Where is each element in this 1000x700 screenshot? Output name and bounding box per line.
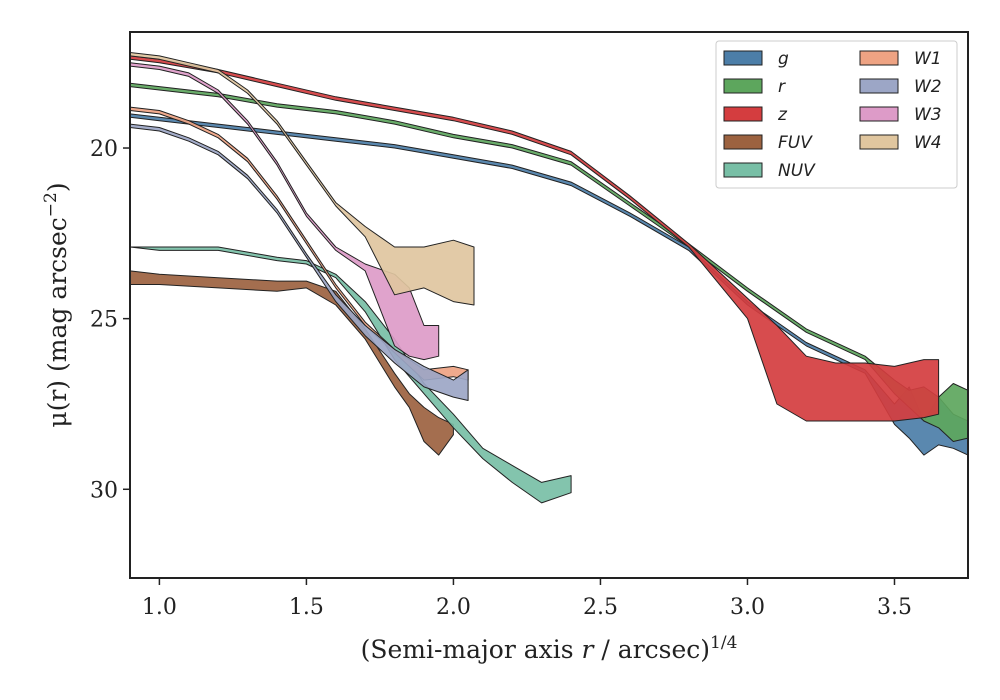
x-axis-label: (Semi-major axis r / arcsec)1/4 bbox=[361, 633, 738, 664]
x-tick-label: 3.0 bbox=[730, 595, 765, 620]
x-axis-label-exponent: 1/4 bbox=[710, 633, 737, 653]
band-nuv bbox=[130, 246, 572, 504]
legend-swatch-z bbox=[723, 106, 763, 122]
band-w4 bbox=[130, 52, 475, 306]
legend-swatch-fuv bbox=[723, 134, 763, 150]
x-tick-label: 1.0 bbox=[142, 595, 177, 620]
legend-label-r: r bbox=[778, 77, 786, 97]
band-w3 bbox=[130, 62, 440, 361]
legend: grz FUV NUV W1 W2 W3 W4 bbox=[715, 40, 958, 189]
x-tick-label: 3.5 bbox=[877, 595, 912, 620]
y-axis-ticks: 20 25 30 bbox=[90, 137, 130, 503]
profile-bands bbox=[130, 52, 968, 504]
legend-box bbox=[715, 40, 958, 189]
legend-swatch-w3 bbox=[859, 106, 899, 122]
legend-swatch-nuv bbox=[723, 162, 763, 178]
legend-swatch-w2 bbox=[859, 78, 899, 94]
y-axis-label-main: μ(r) (mag arcsec bbox=[43, 217, 72, 427]
y-tick-label: 25 bbox=[90, 308, 118, 333]
legend-swatch-g bbox=[723, 50, 763, 66]
y-axis-label: μ(r) (mag arcsec−2) bbox=[41, 182, 72, 427]
x-axis-label-main: (Semi-major axis bbox=[361, 635, 582, 664]
band-fuv bbox=[130, 270, 454, 456]
legend-label-nuv: NUV bbox=[778, 161, 816, 181]
band-z bbox=[130, 55, 940, 422]
y-tick-label: 30 bbox=[90, 478, 118, 503]
legend-swatch-w1 bbox=[859, 50, 899, 66]
band-w2 bbox=[130, 123, 469, 401]
legend-label-w2: W2 bbox=[914, 77, 942, 97]
legend-label-fuv: FUV bbox=[778, 133, 813, 153]
x-tick-label: 2.5 bbox=[583, 595, 618, 620]
band-g bbox=[130, 113, 968, 456]
y-axis-label-exponent: −2 bbox=[41, 192, 61, 217]
x-axis-ticks: 1.0 1.5 2.0 2.5 3.0 3.5 bbox=[142, 578, 912, 620]
legend-swatch-r bbox=[723, 78, 763, 94]
y-axis-label-close: ) bbox=[43, 182, 72, 192]
plot-frame bbox=[129, 31, 969, 579]
legend-label-g: g bbox=[778, 49, 789, 69]
x-axis-label-tail: / arcsec) bbox=[593, 635, 710, 664]
y-tick-label: 20 bbox=[90, 137, 118, 162]
legend-swatch-w4 bbox=[859, 134, 899, 150]
x-axis-label-var: r bbox=[582, 635, 596, 664]
x-tick-label: 1.5 bbox=[289, 595, 324, 620]
legend-label-z: z bbox=[777, 105, 788, 125]
legend-label-w4: W4 bbox=[914, 133, 942, 153]
legend-label-w3: W3 bbox=[914, 105, 942, 125]
legend-label-w1: W1 bbox=[914, 49, 942, 69]
x-tick-label: 2.0 bbox=[436, 595, 471, 620]
band-r bbox=[130, 82, 968, 442]
